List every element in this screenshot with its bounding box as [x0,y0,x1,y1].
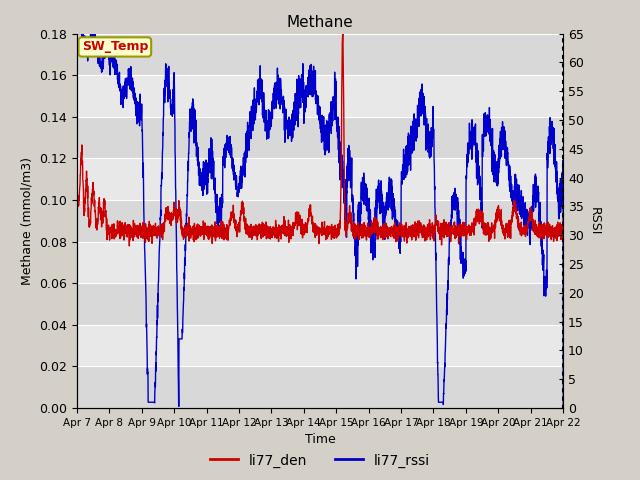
Y-axis label: RSSI: RSSI [588,206,601,235]
Bar [77,200,563,241]
Bar [77,283,563,325]
Legend: li77_den, li77_rssi: li77_den, li77_rssi [204,448,436,473]
Bar [77,34,563,75]
Bar [77,325,563,366]
Bar [77,241,563,283]
Bar [77,75,563,117]
Bar [77,158,563,200]
Text: SW_Temp: SW_Temp [82,40,148,53]
Y-axis label: Methane (mmol/m3): Methane (mmol/m3) [20,157,33,285]
Title: Methane: Methane [287,15,353,30]
X-axis label: Time: Time [305,433,335,446]
Bar [77,366,563,408]
Bar [77,117,563,158]
